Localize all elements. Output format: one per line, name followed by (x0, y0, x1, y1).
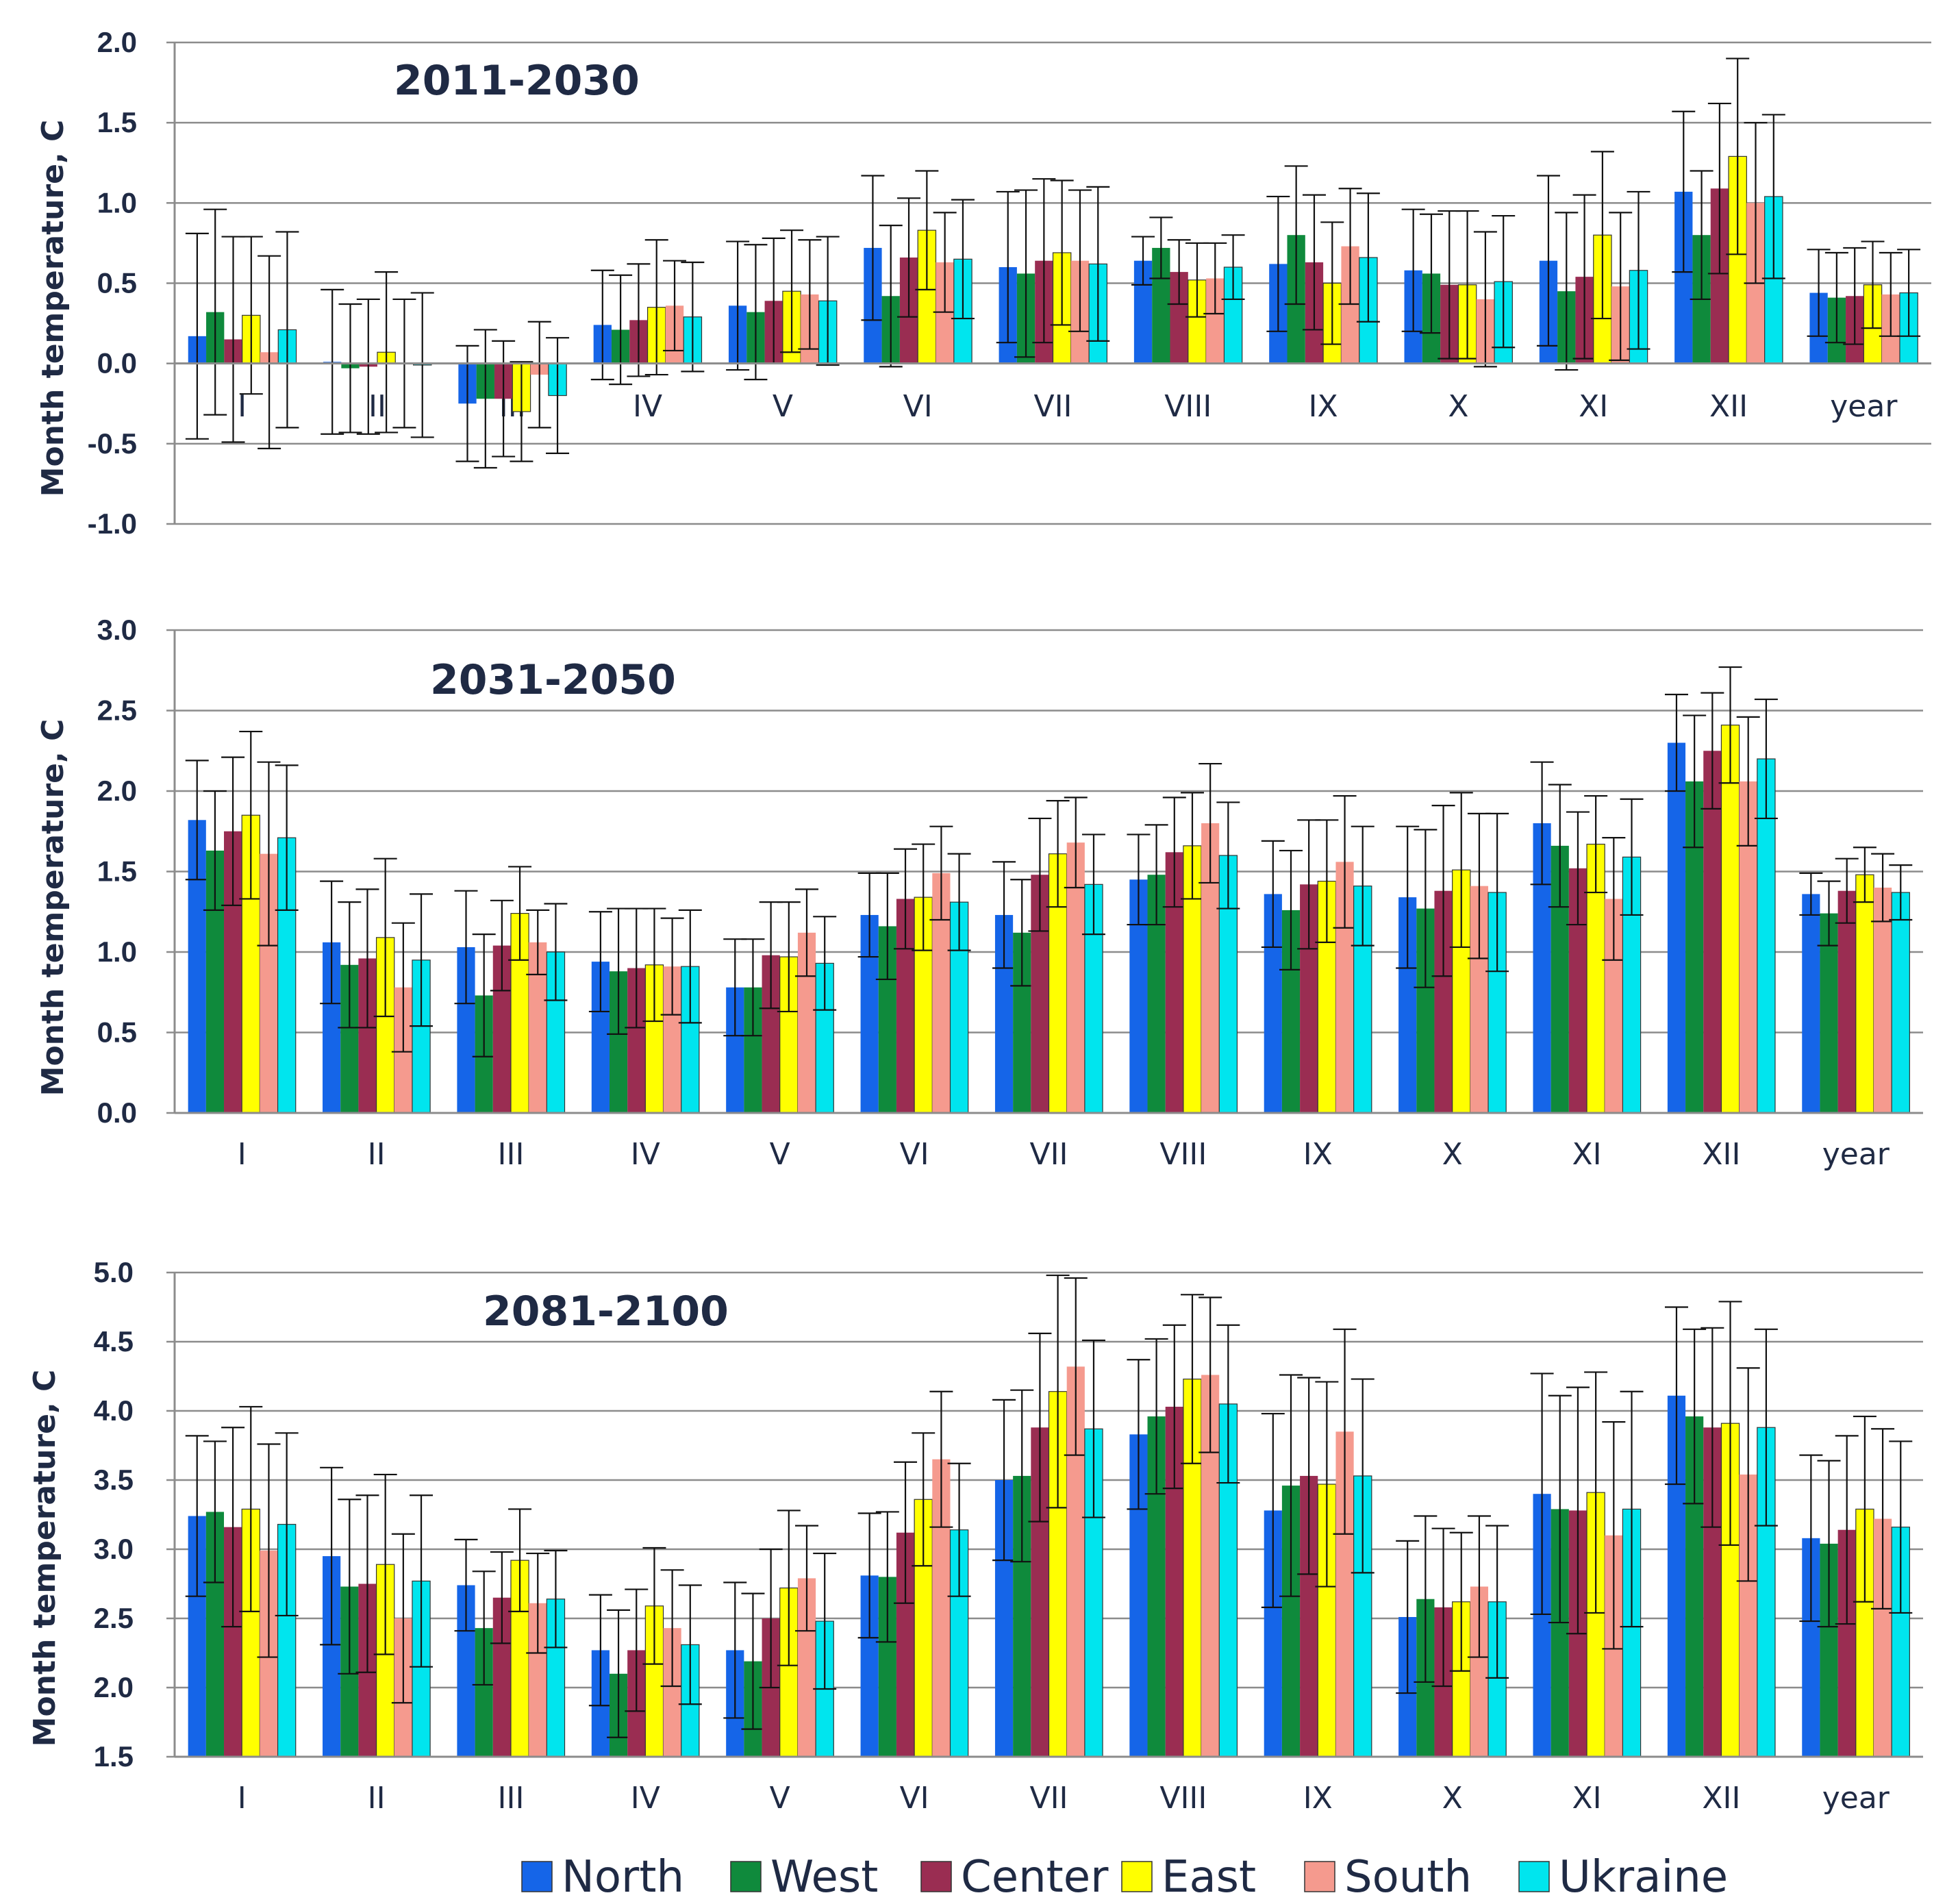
x-tick-label: IV (633, 389, 662, 424)
bar-west (1820, 913, 1838, 1113)
legend-label-north: North (562, 1852, 684, 1903)
panel-title: 2011-2030 (394, 57, 640, 105)
x-tick-label: XI (1579, 389, 1608, 424)
y-tick-label: 2.5 (94, 1602, 134, 1634)
panel-2011-2030: 2011-2030 Month temperature, C 2.0 1.5 1.0… (36, 26, 1931, 540)
x-tick-label: X (1442, 1781, 1463, 1816)
y-tick-label: 1.0 (97, 936, 137, 968)
x-tick-label: VII (1033, 389, 1072, 424)
legend-label-east: East (1162, 1852, 1256, 1903)
panel-2081-2100: 2081-2100 Month temperature, C 5.0 4.5 4.0… (27, 1256, 1923, 1816)
y-tick-label: 1.0 (97, 186, 137, 218)
bar-north (1667, 742, 1686, 1113)
y-tick-label: 2.5 (97, 694, 137, 727)
x-tick-label: year (1822, 1137, 1890, 1172)
bar-east (644, 964, 664, 1114)
y-tick-label: 5.0 (94, 1256, 134, 1288)
x-tick-label: IX (1309, 389, 1338, 424)
x-tick-label: XII (1702, 1781, 1740, 1816)
x-tick-label: I (238, 1137, 247, 1172)
panel-title: 2031-2050 (430, 656, 676, 704)
bar-south (1873, 888, 1892, 1113)
legend-label-ukraine: Ukraine (1559, 1852, 1728, 1903)
y-tick-label: 4.0 (94, 1394, 134, 1427)
x-tick-label: year (1822, 1781, 1890, 1816)
bar-center (1837, 890, 1856, 1113)
y-tick-label: 1.5 (97, 855, 137, 888)
bar-center (1703, 751, 1722, 1113)
x-tick-label: XI (1572, 1781, 1601, 1816)
x-tick-label: II (368, 389, 386, 424)
legend-swatch-west (730, 1861, 762, 1892)
bar-ukraine (1891, 892, 1910, 1114)
y-tick-label: 2.0 (97, 775, 137, 807)
x-tick-label: I (238, 389, 247, 424)
y-tick-label: 0.5 (97, 1016, 137, 1049)
x-tick-label: year (1830, 389, 1898, 424)
legend: North West Center East South Ukraine (521, 1852, 1728, 1903)
x-tick-label: VI (900, 1781, 929, 1816)
legend-swatch-north (521, 1861, 553, 1892)
x-tick-label: XII (1709, 389, 1748, 424)
x-tick-label: III (497, 1781, 524, 1816)
y-tick-label: 4.5 (94, 1325, 134, 1357)
x-tick-label: XI (1572, 1137, 1601, 1172)
bar-ukraine (412, 1580, 431, 1757)
x-tick-label: IX (1303, 1781, 1333, 1816)
x-tick-label: X (1442, 1137, 1463, 1172)
legend-label-south: South (1344, 1852, 1472, 1903)
y-axis-label: Month temperature, C (36, 120, 71, 497)
x-tick-label: III (497, 1137, 524, 1172)
x-tick-label: IX (1303, 1137, 1333, 1172)
legend-label-west: West (770, 1852, 878, 1903)
x-tick-label: VIII (1159, 1781, 1207, 1816)
x-tick-label: V (770, 1137, 790, 1172)
legend-swatch-ukraine (1518, 1861, 1550, 1892)
x-tick-label: X (1448, 389, 1468, 424)
y-tick-label: 1.5 (94, 1740, 134, 1773)
y-tick-label: 1.5 (97, 106, 137, 138)
x-tick-label: IV (631, 1137, 660, 1172)
x-tick-label: I (238, 1781, 247, 1816)
x-tick-label: VI (900, 1137, 929, 1172)
x-tick-label: VIII (1159, 1137, 1207, 1172)
x-tick-label: II (368, 1137, 386, 1172)
legend-label-center: Center (961, 1852, 1109, 1903)
y-axis-label: Month temperature, C (27, 1370, 62, 1747)
y-tick-label: 3.5 (94, 1464, 134, 1496)
bar-east (1720, 725, 1740, 1114)
y-tick-label: -1.0 (88, 508, 137, 540)
panel-2031-2050: 2031-2050 Month temperature, C 3.0 2.5 2.0… (36, 614, 1923, 1172)
y-tick-label: 2.0 (97, 26, 137, 58)
panel-title: 2081-2100 (483, 1288, 729, 1336)
y-tick-label: 2.0 (94, 1671, 134, 1703)
x-tick-label: VIII (1164, 389, 1212, 424)
legend-swatch-east (1121, 1861, 1153, 1892)
x-tick-label: V (770, 1781, 790, 1816)
y-tick-label: 0.0 (97, 347, 137, 379)
x-tick-label: IV (631, 1781, 660, 1816)
x-tick-label: VII (1029, 1137, 1068, 1172)
y-tick-label: -0.5 (88, 427, 137, 460)
y-tick-label: 0.0 (97, 1097, 137, 1129)
legend-swatch-center (920, 1861, 952, 1892)
x-tick-label: VI (903, 389, 933, 424)
x-tick-label: V (773, 389, 793, 424)
bar-east (1855, 874, 1874, 1114)
bar-north (1802, 894, 1820, 1113)
y-tick-label: 3.0 (97, 614, 137, 646)
y-tick-label: 0.5 (97, 267, 137, 299)
x-tick-label: II (368, 1781, 386, 1816)
x-tick-label: VII (1029, 1781, 1068, 1816)
legend-swatch-south (1304, 1861, 1335, 1892)
y-tick-label: 3.0 (94, 1533, 134, 1565)
y-axis-label: Month temperature, C (36, 719, 71, 1097)
x-tick-label: XII (1702, 1137, 1740, 1172)
